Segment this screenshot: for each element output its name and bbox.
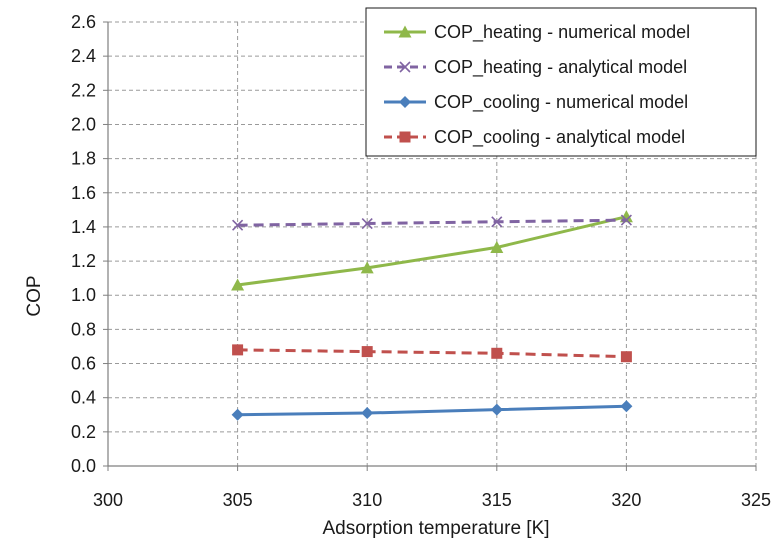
data-point [361, 217, 373, 230]
x-marker-stroke [399, 61, 411, 73]
y-tick-label: 2.4 [71, 46, 96, 66]
y-tick-label: 0.8 [71, 319, 96, 339]
data-point [232, 344, 244, 356]
legend-label: COP_cooling - numerical model [434, 92, 688, 113]
legend-entry: COP_heating - analytical model [384, 57, 687, 78]
series-line [237, 404, 627, 417]
data-point [620, 351, 632, 363]
y-tick-label: 0.4 [71, 388, 96, 408]
y-tick-label: 2.2 [71, 80, 96, 100]
x-marker-stroke [620, 214, 632, 226]
legend-entry: COP_heating - numerical model [384, 22, 690, 43]
series-line [237, 215, 627, 287]
data-point [232, 219, 244, 231]
y-tick-label: 1.4 [71, 217, 96, 237]
x-marker-stroke [361, 217, 373, 230]
x-marker-stroke [232, 219, 244, 231]
series-4 [232, 344, 632, 363]
y-tick-label: 0.6 [71, 354, 96, 374]
data-point [490, 240, 504, 253]
legend-label: COP_cooling - analytical model [434, 127, 685, 148]
legend-box [365, 7, 757, 157]
legend-swatch-marker [398, 25, 412, 38]
y-tick-label: 2.6 [71, 12, 96, 32]
data-point [620, 400, 633, 413]
x-tick-label: 305 [223, 490, 253, 510]
x-tick-label: 310 [352, 490, 382, 510]
data-point [620, 214, 632, 226]
data-point [491, 347, 503, 359]
y-tick-label: 1.2 [71, 251, 96, 271]
y-tick-label: 1.6 [71, 183, 96, 203]
x-tick-label: 300 [93, 490, 123, 510]
series-2 [232, 214, 632, 231]
data-point [360, 261, 374, 274]
y-tick-label: 2.0 [71, 114, 96, 134]
data-point [231, 408, 244, 421]
legend-label: COP_heating - analytical model [434, 57, 687, 78]
x-tick-label: 315 [482, 490, 512, 510]
y-tick-label: 0.2 [71, 422, 96, 442]
legend-entry: COP_cooling - analytical model [384, 127, 685, 148]
y-tick-label: 1.8 [71, 149, 96, 169]
data-point [231, 278, 245, 291]
legend-swatch-marker [399, 131, 411, 143]
x-axis-title: Adsorption temperature [K] [322, 518, 549, 539]
legend-label: COP_heating - numerical model [434, 22, 690, 43]
legend-swatch-marker [399, 96, 411, 108]
y-tick-label: 1.0 [71, 285, 96, 305]
series-3 [231, 400, 633, 421]
legend-swatch-marker [399, 61, 411, 73]
data-point [490, 403, 503, 416]
data-point [361, 407, 374, 420]
series-line [237, 218, 627, 227]
y-axis-title: COP [24, 275, 45, 316]
y-tick-label: 0.0 [71, 456, 96, 476]
data-point [361, 346, 373, 358]
x-marker-stroke [491, 216, 503, 228]
data-point [491, 216, 503, 228]
legend-entry: COP_cooling - numerical model [384, 92, 688, 113]
x-tick-label: 325 [741, 490, 771, 510]
x-tick-label: 320 [611, 490, 641, 510]
series-line [237, 348, 627, 359]
